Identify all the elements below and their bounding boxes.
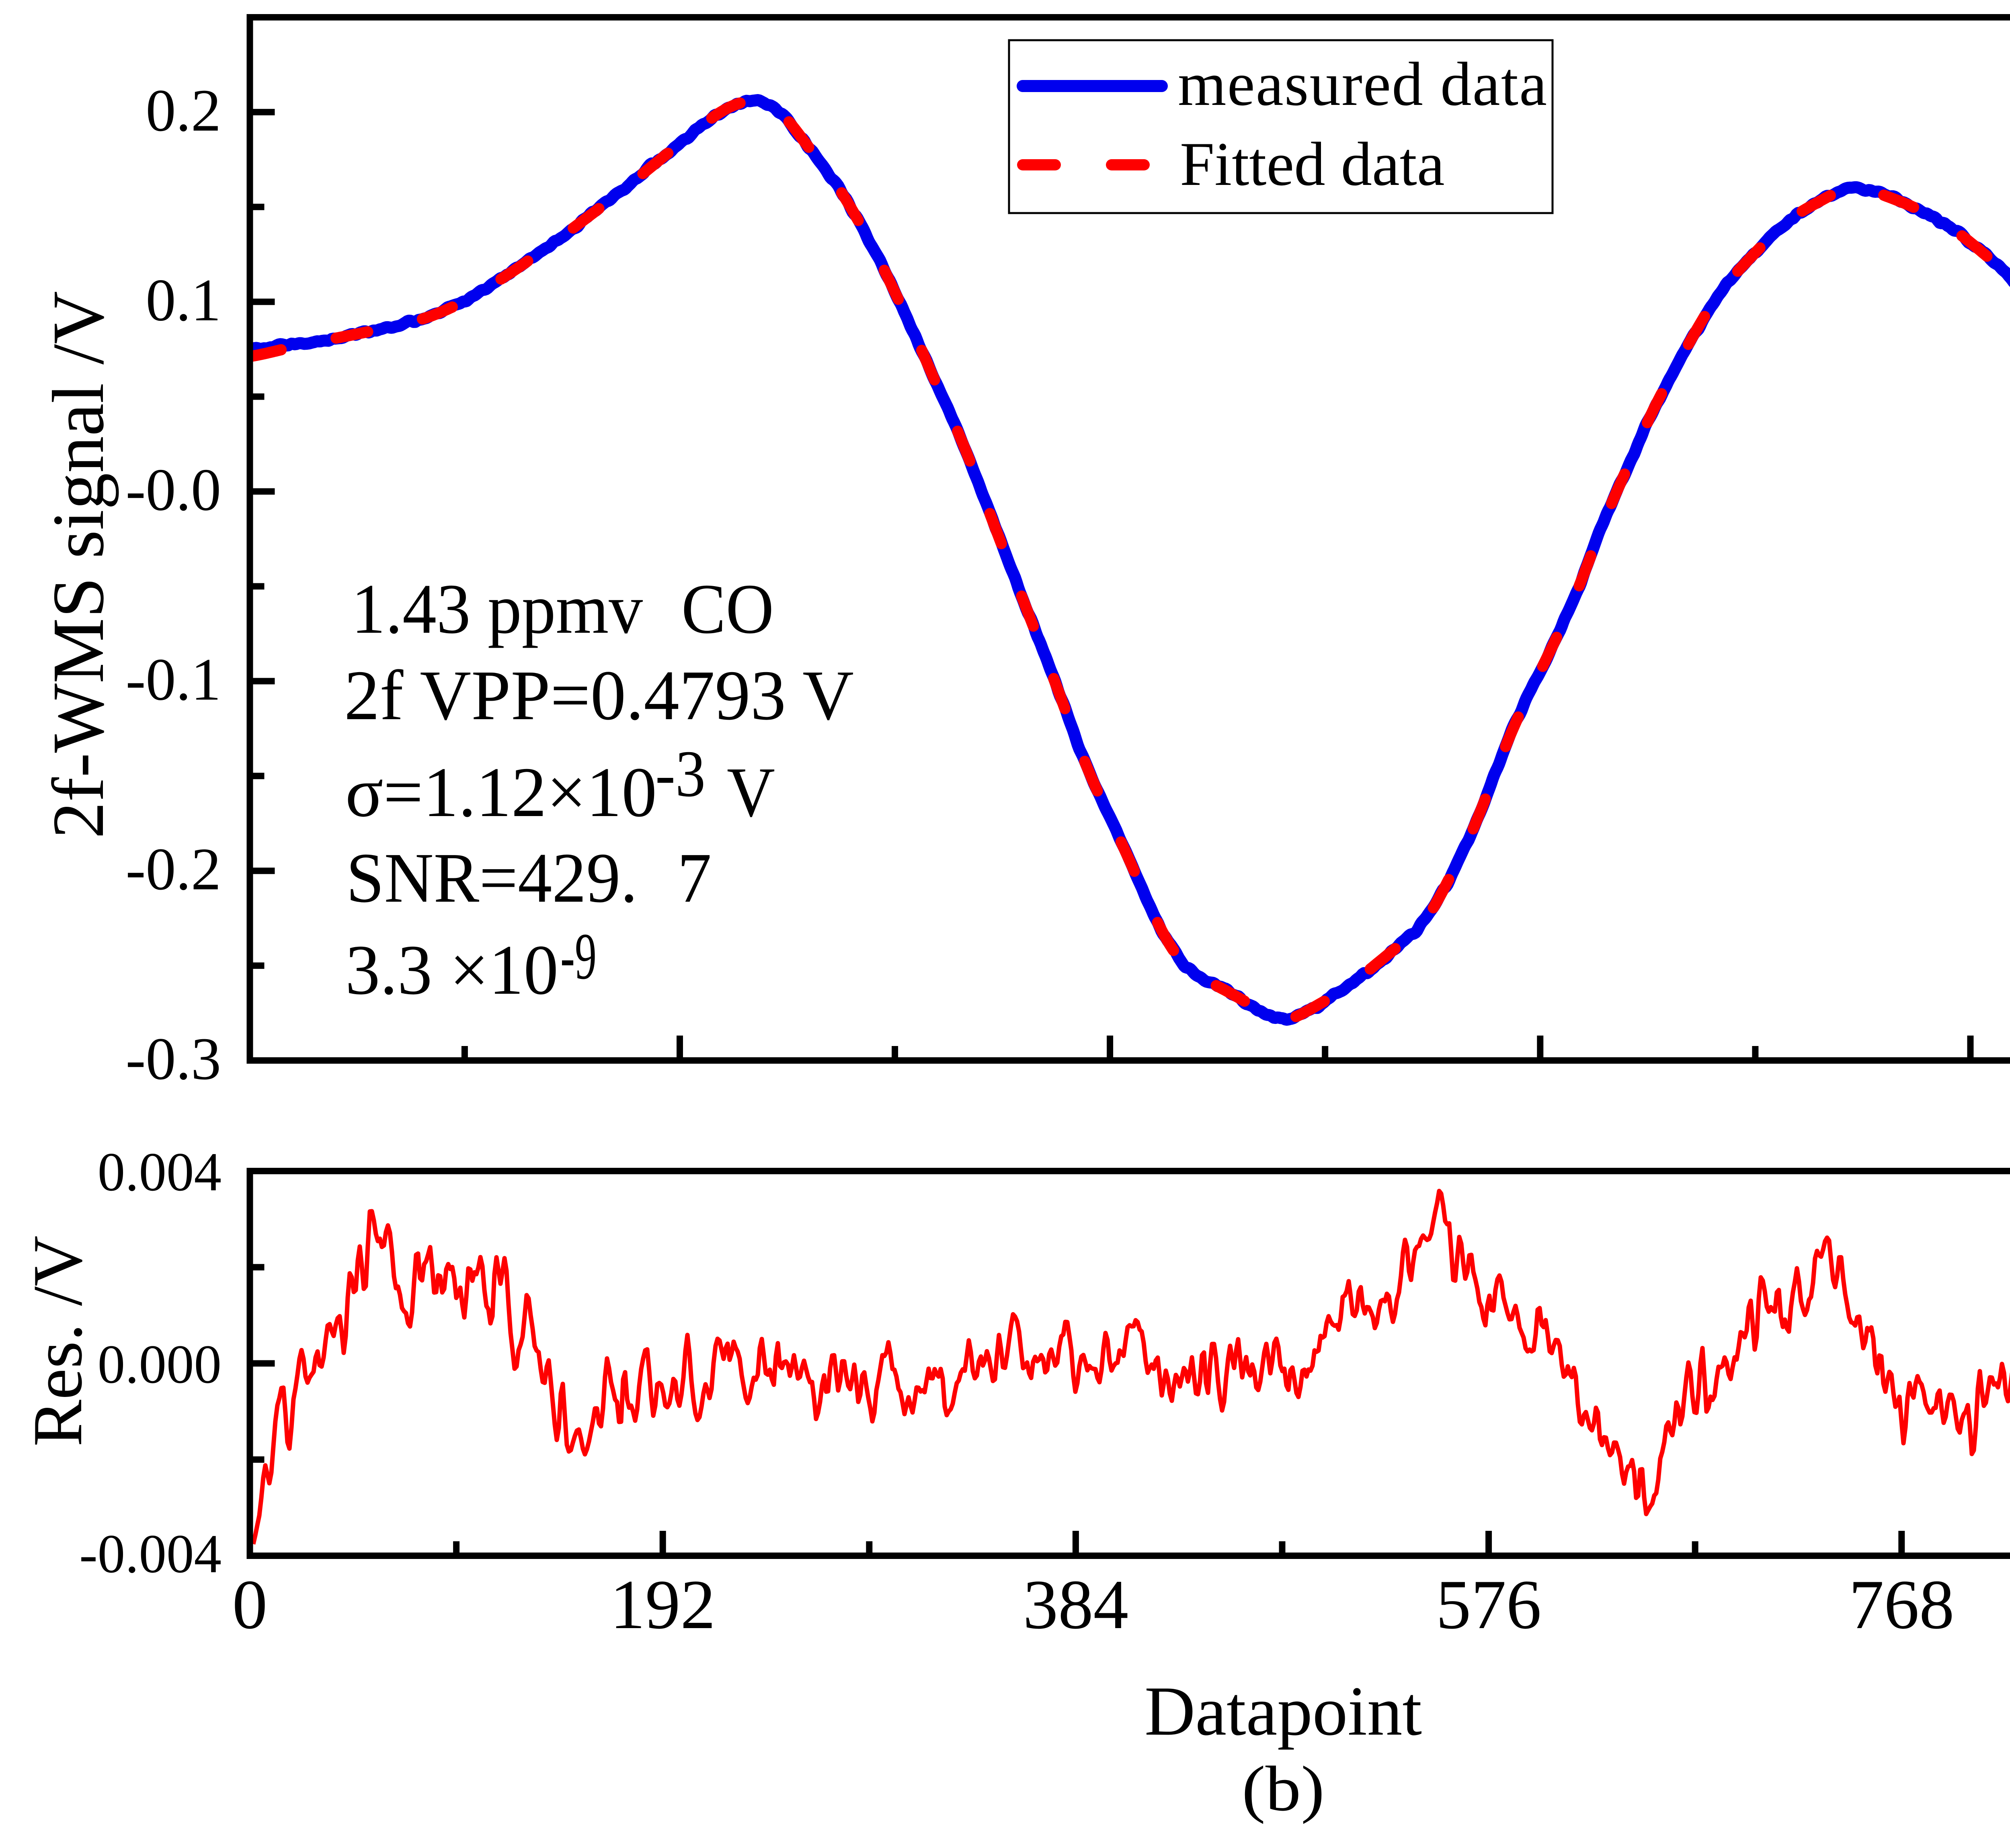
- svg-text:Res. /V: Res. /V: [18, 1236, 96, 1447]
- svg-text:2f-WMS signal /V: 2f-WMS signal /V: [37, 291, 119, 839]
- svg-text:1.43 ppmv: 1.43 ppmv: [351, 570, 643, 648]
- svg-text:384: 384: [1023, 1565, 1129, 1643]
- svg-text:-0.1: -0.1: [126, 646, 221, 713]
- svg-text:0.004: 0.004: [98, 1141, 222, 1202]
- svg-text:-0.2: -0.2: [126, 836, 221, 902]
- svg-text:0.000: 0.000: [98, 1334, 222, 1395]
- svg-text:-0.0: -0.0: [126, 457, 221, 523]
- svg-text:V: V: [727, 753, 775, 832]
- svg-text:CO: CO: [681, 570, 774, 648]
- svg-text:-0.004: -0.004: [79, 1523, 222, 1584]
- svg-text:-3: -3: [655, 737, 706, 810]
- svg-text:7: 7: [677, 839, 712, 917]
- svg-text:0.2: 0.2: [146, 77, 222, 144]
- svg-text:(b): (b): [1242, 1753, 1325, 1824]
- svg-text:768: 768: [1849, 1565, 1955, 1643]
- svg-text:0.1: 0.1: [146, 267, 222, 334]
- svg-text:-0.3: -0.3: [126, 1026, 221, 1092]
- svg-text:3.3 ×10: 3.3 ×10: [345, 931, 558, 1009]
- svg-text:0: 0: [232, 1565, 268, 1643]
- svg-text:Datapoint: Datapoint: [1144, 1672, 1422, 1750]
- svg-text:576: 576: [1436, 1565, 1542, 1643]
- svg-text:SNR=429.: SNR=429.: [346, 839, 638, 917]
- svg-text:2f VPP=0.4793 V: 2f VPP=0.4793 V: [344, 656, 854, 735]
- svg-text:192: 192: [610, 1565, 716, 1643]
- svg-text:Fitted data: Fitted data: [1180, 129, 1445, 199]
- svg-text:-9: -9: [560, 919, 597, 993]
- svg-text:σ=1.12×10: σ=1.12×10: [345, 753, 657, 832]
